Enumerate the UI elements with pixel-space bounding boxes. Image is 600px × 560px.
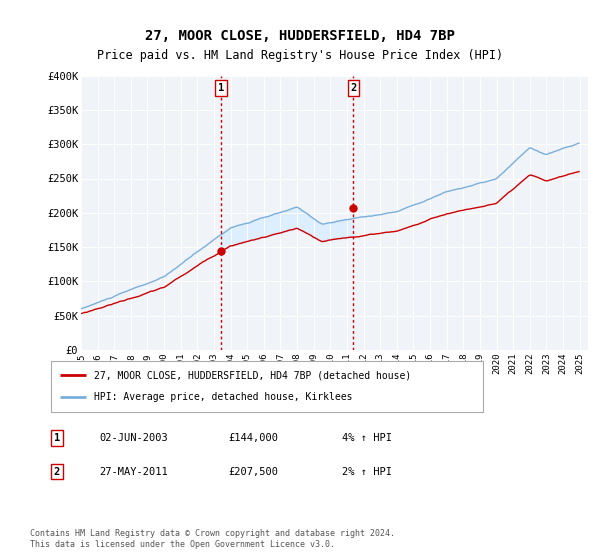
- Text: 02-JUN-2003: 02-JUN-2003: [99, 433, 168, 443]
- Text: 27, MOOR CLOSE, HUDDERSFIELD, HD4 7BP: 27, MOOR CLOSE, HUDDERSFIELD, HD4 7BP: [145, 29, 455, 44]
- Text: Price paid vs. HM Land Registry's House Price Index (HPI): Price paid vs. HM Land Registry's House …: [97, 49, 503, 63]
- Text: HPI: Average price, detached house, Kirklees: HPI: Average price, detached house, Kirk…: [94, 393, 353, 403]
- Text: 2% ↑ HPI: 2% ↑ HPI: [342, 466, 392, 477]
- Text: £207,500: £207,500: [228, 466, 278, 477]
- FancyBboxPatch shape: [51, 361, 483, 412]
- Text: £144,000: £144,000: [228, 433, 278, 443]
- Text: 2: 2: [350, 83, 356, 93]
- Text: 27-MAY-2011: 27-MAY-2011: [99, 466, 168, 477]
- Text: 2: 2: [54, 466, 60, 477]
- Text: 1: 1: [54, 433, 60, 443]
- Text: 27, MOOR CLOSE, HUDDERSFIELD, HD4 7BP (detached house): 27, MOOR CLOSE, HUDDERSFIELD, HD4 7BP (d…: [94, 370, 412, 380]
- Text: Contains HM Land Registry data © Crown copyright and database right 2024.
This d: Contains HM Land Registry data © Crown c…: [30, 529, 395, 549]
- Text: 1: 1: [218, 83, 224, 93]
- Text: 4% ↑ HPI: 4% ↑ HPI: [342, 433, 392, 443]
